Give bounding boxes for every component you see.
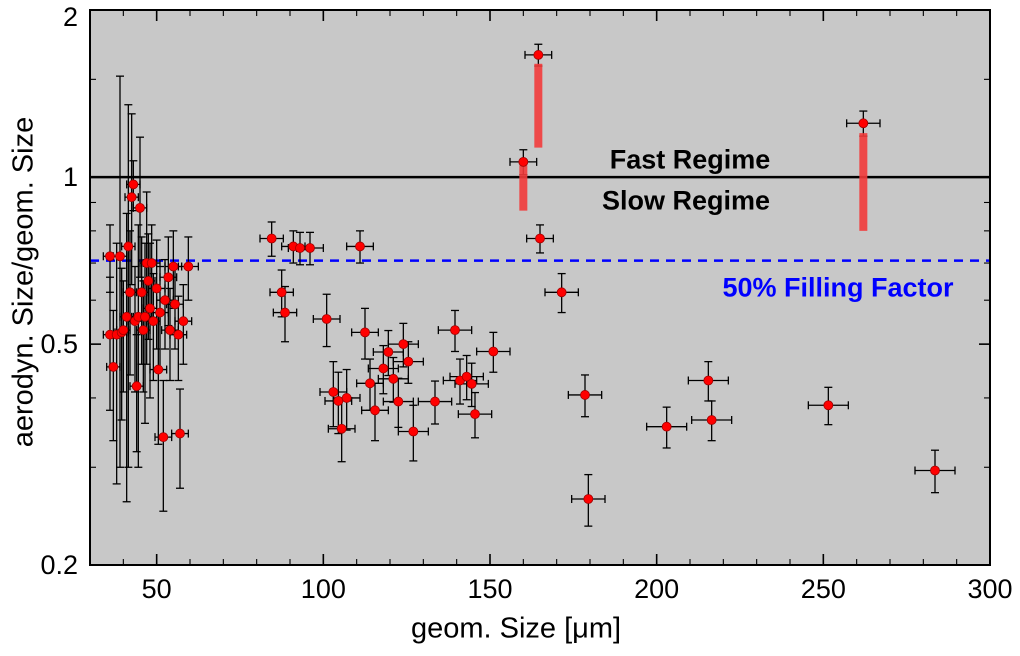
data-point: [153, 364, 164, 375]
data-point: [488, 346, 499, 357]
data-point: [518, 156, 529, 167]
data-point: [151, 283, 162, 294]
data-point: [266, 233, 277, 244]
data-point: [138, 325, 149, 335]
range-bar: [519, 165, 528, 211]
data-point: [930, 465, 940, 476]
data-point: [148, 316, 159, 327]
data-point: [123, 241, 134, 252]
data-point: [823, 400, 834, 411]
data-point: [321, 314, 332, 324]
fast-regime-annotation: Fast Regime: [609, 144, 771, 175]
data-point: [398, 339, 409, 350]
y-tick-label: 2: [63, 2, 78, 32]
data-point: [108, 361, 119, 372]
data-point: [165, 325, 175, 335]
data-point: [128, 179, 139, 190]
y-axis-title: aerodyn. Size/geom. Size: [7, 116, 40, 448]
data-point: [131, 381, 142, 392]
data-point: [115, 251, 125, 262]
y-tick-label: 1: [63, 162, 78, 192]
data-point: [160, 295, 170, 306]
data-point: [328, 387, 339, 397]
data-point: [466, 378, 477, 389]
data-point: [580, 390, 590, 400]
data-point: [661, 421, 672, 432]
data-point: [858, 118, 869, 129]
range-bars: [519, 63, 868, 231]
data-point: [140, 311, 150, 322]
data-point: [583, 494, 594, 504]
data-point: [158, 432, 169, 443]
data-point: [105, 251, 115, 262]
data-point: [355, 241, 365, 252]
data-point: [163, 272, 174, 283]
data-point: [533, 50, 544, 60]
data-point: [143, 276, 154, 286]
data-point: [118, 325, 129, 335]
data-point: [125, 287, 135, 298]
range-bar: [859, 133, 868, 231]
data-point: [295, 243, 305, 253]
data-point: [333, 396, 344, 406]
data-point: [360, 327, 370, 338]
data-point: [145, 303, 155, 314]
data-point: [336, 423, 347, 434]
x-axis-title: geom. Size [μm]: [410, 612, 622, 645]
data-point: [408, 426, 419, 437]
x-tick-label: 150: [467, 574, 512, 604]
data-point: [175, 428, 185, 439]
data-point: [450, 325, 460, 335]
x-tick-label: 100: [301, 574, 346, 604]
data-point: [403, 356, 414, 367]
data-point: [388, 373, 399, 384]
data-point: [178, 316, 189, 327]
data-point: [365, 378, 375, 389]
data-point: [430, 396, 440, 407]
data-point: [168, 261, 179, 272]
data-point: [556, 287, 567, 298]
data-point: [183, 261, 194, 272]
data-point: [136, 287, 147, 298]
data-point: [706, 415, 717, 425]
data-point: [170, 299, 180, 310]
data-point: [703, 375, 714, 386]
data-point: [370, 405, 380, 416]
data-point: [470, 409, 480, 420]
data-point: [393, 396, 404, 407]
x-tick-label: 50: [142, 574, 172, 604]
data-points: [105, 50, 940, 504]
slow-regime-annotation: Slow Regime: [601, 185, 771, 216]
filling-factor-annotation: 50% Filling Factor: [722, 272, 954, 303]
data-point: [126, 192, 137, 203]
data-point: [383, 347, 394, 357]
data-point: [305, 243, 315, 253]
data-point: [280, 307, 290, 318]
tick-labels: 50 100 150 200 250 300 0.2 0.5 1 2: [40, 2, 1012, 604]
y-tick-label: 0.5: [40, 329, 78, 359]
data-point: [378, 363, 389, 374]
data-point: [146, 258, 157, 268]
y-tick-label: 0.2: [40, 550, 78, 580]
data-point: [135, 202, 145, 213]
data-point: [173, 329, 184, 340]
data-point: [461, 371, 472, 382]
data-point: [121, 311, 132, 322]
range-bar: [534, 63, 543, 148]
x-tick-label: 200: [634, 574, 679, 604]
x-tick-label: 300: [967, 574, 1012, 604]
data-point: [341, 393, 352, 403]
data-point: [535, 233, 545, 244]
plot-frame: [89, 9, 991, 566]
data-point: [276, 287, 287, 298]
x-tick-label: 250: [801, 574, 846, 604]
data-point: [155, 307, 165, 318]
